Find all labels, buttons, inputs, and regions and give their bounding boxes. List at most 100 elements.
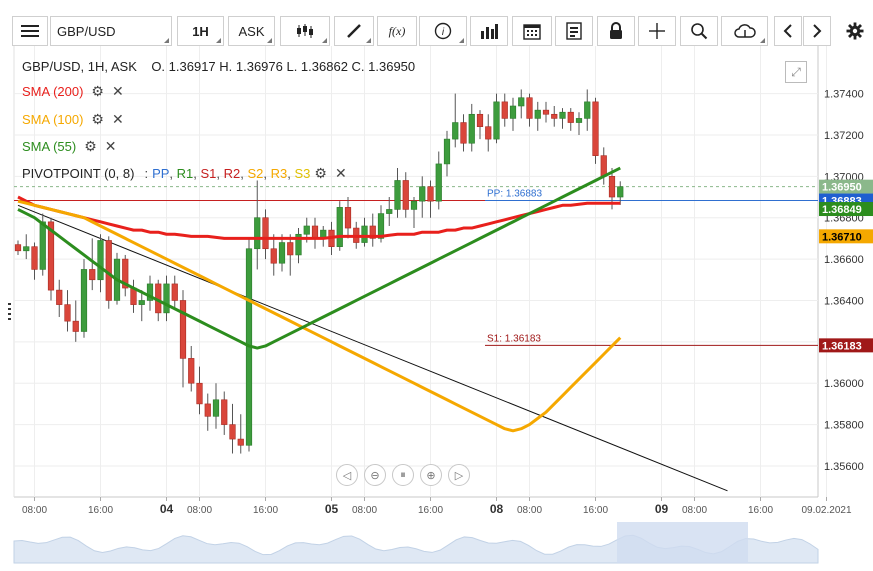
sma200-label[interactable]: SMA (200): [22, 83, 84, 99]
candle-body: [188, 358, 195, 384]
candle-body: [89, 269, 96, 281]
candle-body: [526, 97, 533, 119]
sma100-settings-icon[interactable]: ⚙: [91, 110, 104, 127]
candle-body: [278, 242, 286, 264]
settings-button[interactable]: [838, 16, 872, 46]
zoom-out-icon[interactable]: ⊖: [364, 464, 386, 486]
pivot-settings-icon[interactable]: ⚙: [314, 164, 327, 181]
left-drag-handle[interactable]: [8, 303, 11, 321]
crosshair-button[interactable]: [638, 16, 676, 46]
s1-label: S1: 1.36183: [487, 333, 541, 344]
candle-body: [468, 113, 475, 144]
reset-icon[interactable]: ⏸: [392, 464, 414, 486]
indicators-button[interactable]: [470, 16, 508, 46]
sma55-settings-icon[interactable]: ⚙: [84, 137, 97, 154]
y-tick-label: 1.37400: [824, 89, 864, 101]
x-tick-label: 08:00: [517, 505, 542, 516]
cloud-button[interactable]: [721, 16, 768, 46]
toolbar: GBP/USD 1H ASK f(x) i: [0, 0, 873, 46]
candle-body: [221, 399, 228, 425]
candle-body: [229, 424, 236, 440]
scroller-window: [617, 522, 748, 563]
chart-type-button[interactable]: [280, 16, 330, 46]
function-button[interactable]: f(x): [377, 16, 417, 46]
info-button[interactable]: i: [419, 16, 467, 46]
pivot-r2: R2: [223, 165, 241, 181]
fx-icon: f(x): [388, 23, 406, 38]
prev-icon: [783, 24, 792, 38]
price-tag-bg: [819, 202, 873, 217]
bar-chart-icon: [481, 24, 498, 39]
timeframe-selector[interactable]: 1H: [177, 16, 224, 46]
sma-line: [17, 195, 621, 240]
candle-body: [163, 283, 170, 314]
candle-body: [534, 109, 541, 119]
symbol-label: GBP/USD: [57, 23, 116, 39]
candle-body: [287, 242, 294, 256]
sma100-close-icon[interactable]: ✕: [111, 110, 124, 127]
candle-body: [336, 207, 343, 247]
sma200-settings-icon[interactable]: ⚙: [91, 82, 104, 99]
candle-body: [435, 163, 442, 202]
draw-icon: [347, 24, 361, 38]
expand-icon[interactable]: ⤢: [785, 61, 807, 83]
sma55-close-icon[interactable]: ✕: [104, 137, 117, 154]
pivot-close-icon[interactable]: ✕: [334, 164, 347, 181]
candle-body: [493, 101, 500, 140]
candle-body: [559, 111, 566, 119]
sma200-close-icon[interactable]: ✕: [111, 82, 124, 99]
pivot-r3: R3: [270, 165, 288, 181]
lock-button[interactable]: [597, 16, 635, 46]
y-tick-label: 1.36400: [824, 295, 864, 307]
candle-body: [427, 186, 434, 202]
table-button[interactable]: [555, 16, 593, 46]
calendar-button[interactable]: [512, 16, 552, 46]
price-tag-text: 1.36183: [822, 340, 862, 352]
x-tick-label: 16:00: [253, 505, 278, 516]
pivot-r1: R1: [176, 165, 194, 181]
candle-body: [518, 97, 525, 107]
candle-body: [72, 320, 79, 332]
pivot-label[interactable]: PIVOTPOINT (0, 8): [22, 165, 135, 181]
candle-body: [212, 399, 220, 417]
zoom-icon: [691, 23, 708, 40]
candles-icon: [297, 24, 313, 38]
price-type-label: ASK: [238, 23, 265, 39]
scroll-right-icon[interactable]: ▷: [448, 464, 470, 486]
candle-body: [23, 246, 30, 252]
candle-body: [592, 101, 599, 156]
y-tick-label: 1.35800: [824, 420, 864, 432]
candle-body: [262, 217, 269, 250]
prev-button[interactable]: [774, 16, 802, 46]
candle-body: [171, 283, 178, 301]
candle-body: [254, 217, 261, 250]
sma55-label[interactable]: SMA (55): [22, 138, 77, 154]
chart-grid: [13, 46, 827, 498]
pivot-lines: PP: 1.36883 S1: 1.36183: [14, 186, 818, 346]
zoom-button[interactable]: [680, 16, 718, 46]
x-tick-label: 04: [160, 502, 174, 516]
info-icon: i: [434, 22, 452, 40]
x-tick-label: 09: [655, 502, 669, 516]
trendline-line: [17, 204, 728, 492]
zoom-in-icon[interactable]: ⊕: [420, 464, 442, 486]
next-button[interactable]: [803, 16, 831, 46]
candle-body: [575, 118, 583, 123]
candle-body: [584, 101, 591, 119]
candle-body: [97, 240, 104, 281]
symbol-selector[interactable]: GBP/USD: [50, 16, 172, 46]
candle-body: [369, 225, 376, 239]
price-type-selector[interactable]: ASK: [228, 16, 275, 46]
x-axis: 08:00 16:00 04 08:00 16:00 05 08:00 16:00 08 08:0…: [22, 497, 852, 516]
candle-body: [402, 180, 409, 210]
menu-button[interactable]: [12, 16, 48, 46]
candle-body: [179, 300, 187, 359]
y-tick-label: 1.35600: [824, 461, 864, 473]
price-tag-text: 1.36950: [822, 182, 862, 194]
sma100-label[interactable]: SMA (100): [22, 111, 84, 127]
scroll-left-icon[interactable]: ◁: [336, 464, 358, 486]
draw-button[interactable]: [334, 16, 374, 46]
crosshair-icon: [649, 23, 665, 39]
